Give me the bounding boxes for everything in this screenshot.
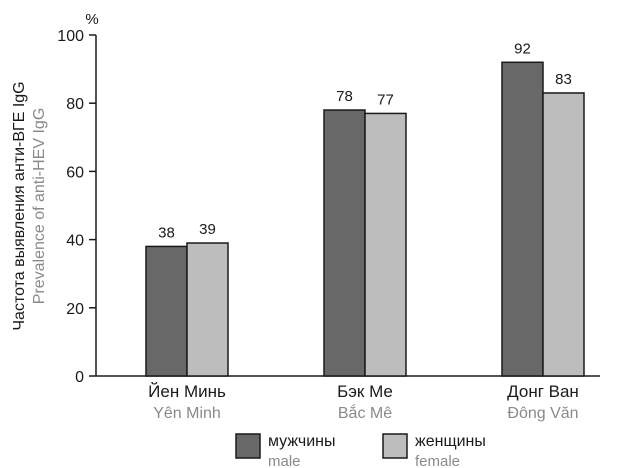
- x-category-sublabel: Bắc Mê: [338, 403, 392, 422]
- bar-value-label: 39: [199, 221, 216, 238]
- y-tick-label: 100: [57, 28, 84, 45]
- legend-label-en: male: [268, 453, 301, 468]
- bar-value-label: 77: [377, 91, 394, 108]
- legend-label-en: female: [415, 453, 460, 468]
- y-unit-label: %: [85, 11, 98, 28]
- y-tick-label: 0: [75, 369, 84, 386]
- y-tick-label: 40: [66, 233, 84, 250]
- y-ticks: 0 20 40 60 80 100: [57, 28, 96, 386]
- y-tick-label: 20: [66, 301, 84, 318]
- bar-male: [145, 245, 188, 377]
- bar-value-label: 78: [336, 88, 353, 105]
- x-category-label: Йен Минь: [148, 382, 226, 401]
- legend-swatch-female: [382, 433, 408, 459]
- legend-swatch-male: [235, 433, 261, 459]
- bar-female: [364, 112, 407, 377]
- y-tick-label: 80: [66, 96, 84, 113]
- bars-group: 38 39 78 77 92 83: [145, 40, 585, 377]
- x-category-label: Донг Ван: [507, 382, 579, 401]
- legend-label: мужчины: [268, 433, 336, 450]
- y-tick-label: 60: [66, 164, 84, 181]
- bar-female: [542, 92, 585, 377]
- x-category-sublabel: Đông Văn: [507, 405, 578, 422]
- legend: мужчины male женщины female: [235, 433, 486, 468]
- legend-label: женщины: [415, 433, 486, 450]
- bar-value-label: 83: [555, 71, 572, 88]
- y-axis-title: Частота выявления анти-ВГЕ IgG: [11, 81, 28, 330]
- bar-male: [501, 61, 544, 377]
- y-axis-title-en: Prevalence of anti-HEV IgG: [31, 108, 48, 305]
- x-category-label: Бэк Ме: [337, 382, 393, 401]
- bar-value-label: 92: [514, 40, 531, 57]
- category-labels: Йен Минь Yên Minh Бэк Ме Bắc Mê Донг Ван Đông…: [148, 382, 579, 422]
- bar-male: [323, 109, 366, 377]
- bar-value-label: 38: [158, 224, 175, 241]
- x-category-sublabel: Yên Minh: [153, 405, 221, 422]
- bar-female: [186, 242, 229, 377]
